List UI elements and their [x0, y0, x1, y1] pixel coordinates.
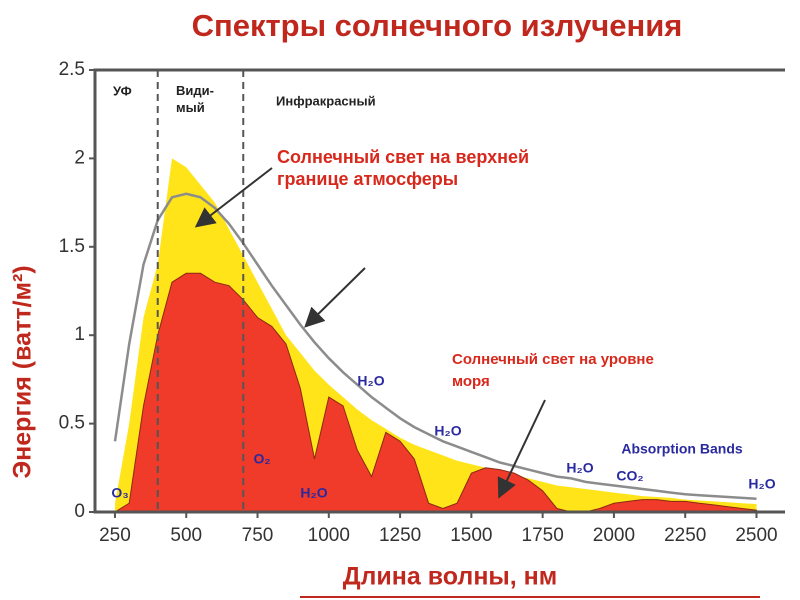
absorption-label: H₂O	[300, 485, 327, 501]
line	[113, 192, 757, 500]
x-tick-label: 750	[242, 525, 274, 546]
absorption-label: H₂O	[434, 423, 461, 439]
x-tick-label: 1500	[450, 525, 492, 546]
y-axis-label: Энергия (ватт/м²)	[9, 265, 37, 478]
x-axis-label: Длина волны, нм	[343, 563, 558, 591]
absorption-label: H₂O	[357, 373, 384, 389]
absorption-label: O₃	[111, 485, 128, 501]
x-tick-label: 2000	[593, 525, 635, 546]
region-label: УФ	[113, 83, 132, 98]
x-tick-label: 1000	[308, 525, 350, 546]
annotation-line: Солнечный свет на уровне	[452, 351, 654, 368]
x-tick-label: 500	[170, 525, 202, 546]
region-label: Инфракрасный	[276, 93, 376, 108]
x-tick-label: 1750	[522, 525, 564, 546]
annotation-line: границе атмосферы	[277, 169, 458, 189]
annotation-arrow	[497, 399, 546, 499]
y-tick-label: 1.5	[59, 236, 85, 257]
series-annotation: Солнечный свет на уровне моря	[452, 351, 654, 390]
absorption-label: H₂O	[566, 460, 593, 476]
x-tick-label: 1250	[379, 525, 421, 546]
plot-area: 0 0.5 1 1.5 2 2.5 250 500 750 1000 1250 1500 1750 200…	[59, 59, 785, 546]
absorption-label: H₂O	[748, 476, 775, 492]
x-tick-label: 2500	[735, 525, 777, 546]
series-annotation: Солнечный свет на верхней границе атмосфе…	[277, 147, 529, 189]
region-label-line: мый	[176, 100, 205, 115]
y-tick-label: 0.5	[59, 413, 85, 434]
y-tick-label: 2	[74, 147, 85, 168]
annotation-arrow	[304, 267, 366, 328]
x-tick-label: 250	[99, 525, 131, 546]
x-tick-label: 2250	[664, 525, 706, 546]
region-label-line: Види-	[176, 83, 214, 98]
y-tick-label: 2.5	[59, 59, 85, 80]
frame	[93, 68, 785, 514]
annotation-line: Солнечный свет на верхней	[277, 147, 529, 167]
annotation-arrow	[194, 167, 273, 228]
region-label: Види-мый	[176, 83, 214, 115]
annotation-line: моря	[452, 373, 490, 390]
y-tick-label: 0	[74, 501, 85, 522]
y-tick-label: 1	[74, 324, 85, 345]
absorption-title: Absorption Bands	[621, 441, 743, 457]
absorption-label: CO₂	[616, 468, 643, 484]
chart-title: Спектры солнечного излучения	[192, 8, 683, 43]
area	[114, 272, 758, 513]
absorption-label: O₂	[253, 451, 270, 467]
